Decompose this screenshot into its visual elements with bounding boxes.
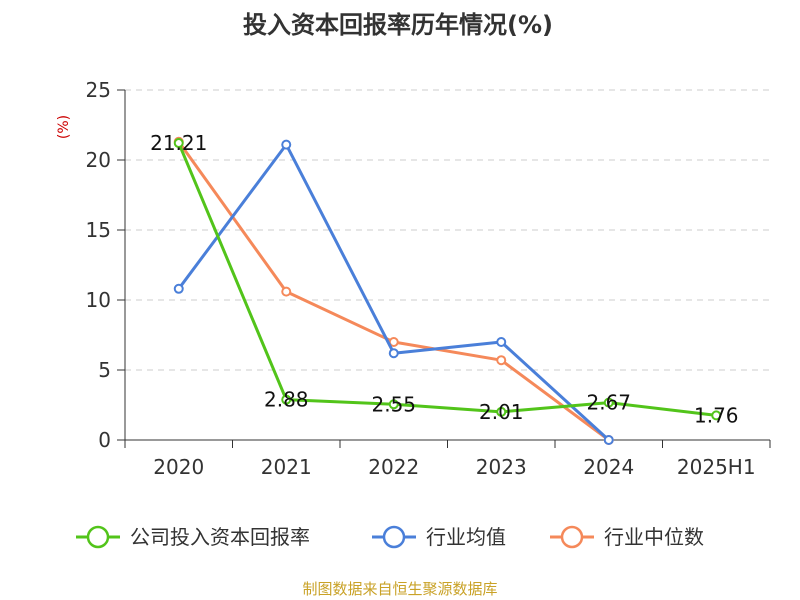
- x-tick-label: 2020: [153, 455, 204, 479]
- data-point: [388, 399, 399, 410]
- data-labels: 21.21 2.88 2.55 2.01 2.67 1.76: [150, 131, 738, 427]
- data-point: [388, 337, 399, 347]
- y-tick-label: 15: [86, 218, 111, 242]
- data-point: [281, 139, 292, 150]
- legend-marker: [560, 525, 584, 549]
- legend-label: 行业中位数: [604, 525, 704, 549]
- data-label: 21.21: [150, 131, 207, 155]
- x-tick-label: 2022: [368, 455, 419, 479]
- data-point: [281, 286, 292, 297]
- legend-marker: [86, 525, 110, 549]
- data-point: [496, 406, 507, 417]
- legend-label: 行业均值: [426, 525, 506, 549]
- y-tick-label: 20: [86, 148, 111, 172]
- series-1: [173, 138, 722, 421]
- legend-label: 公司投入资本回报率: [130, 525, 310, 549]
- series-line: [177, 142, 717, 417]
- y-tick-label: 10: [86, 288, 111, 312]
- data-label: 2.55: [371, 392, 416, 416]
- series-2: [173, 139, 614, 445]
- data-point: [173, 138, 184, 149]
- y-axis-label: (%): [56, 115, 72, 139]
- grid-lines: [125, 89, 770, 371]
- data-point: [388, 348, 399, 359]
- y-tick-label: 5: [98, 358, 111, 382]
- chart-title: 投入资本回报率历年情况(%): [243, 11, 553, 39]
- data-point: [281, 394, 292, 405]
- legend-item[interactable]: 公司投入资本回报率: [76, 525, 310, 549]
- series-lines: [173, 136, 722, 445]
- legend-item[interactable]: 行业均值: [372, 525, 506, 549]
- data-point: [496, 355, 507, 366]
- x-tick-label: 2025H1: [677, 455, 756, 479]
- x-tick-label: 2024: [583, 455, 634, 479]
- data-label: 2.88: [264, 388, 309, 412]
- data-point: [711, 410, 722, 421]
- legend: 公司投入资本回报率 行业均值 行业中位数: [76, 525, 704, 549]
- x-tick-label: 2021: [261, 455, 312, 479]
- data-point: [603, 435, 614, 445]
- y-tick-labels: 0 5 10 15 20 25: [86, 78, 111, 452]
- x-tick-labels: 2020 2021 2022 2023 2024 2025H1: [153, 455, 755, 479]
- data-label: 2.01: [479, 400, 524, 424]
- axes: [117, 89, 771, 448]
- data-point: [496, 337, 507, 347]
- data-point: [173, 283, 184, 294]
- source-note: 制图数据来自恒生聚源数据库: [302, 580, 497, 598]
- data-point: [603, 397, 614, 408]
- data-label: 1.76: [694, 403, 739, 427]
- y-tick-label: 0: [98, 428, 111, 452]
- legend-item[interactable]: 行业中位数: [550, 525, 704, 549]
- data-label: 2.67: [586, 391, 631, 415]
- x-tick-label: 2023: [476, 455, 527, 479]
- y-tick-label: 25: [86, 78, 111, 102]
- legend-marker: [382, 525, 406, 549]
